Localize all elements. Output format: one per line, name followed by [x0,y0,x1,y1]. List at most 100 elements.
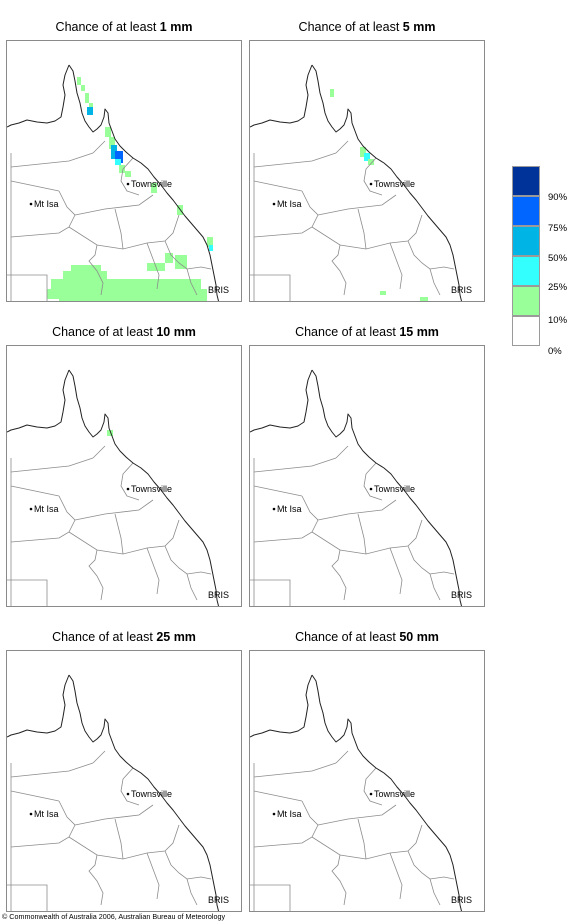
queensland-map: Townsville Mt Isa BRIS [249,650,485,912]
rain-probability-cell [175,255,187,269]
district-border [253,180,303,192]
rain-probability-cell [115,159,121,165]
coastline [311,674,463,911]
brisbane-label: BRIS [451,590,472,600]
townsville-label: Townsville [374,484,415,494]
mt-isa-marker [29,202,33,206]
district-border [253,762,337,778]
district-border [164,850,212,880]
queensland-map: Townsville Mt Isa BRIS [6,345,242,607]
district-border [186,573,198,601]
panel-title: Chance of at least 25 mm [52,630,196,644]
rain-probability-cell [47,289,207,299]
rain-probability-cell [151,183,157,193]
legend-swatch [512,256,540,286]
district-border [311,519,423,555]
district-border [357,208,367,250]
district-border [311,824,423,860]
townsville-label: Townsville [131,484,172,494]
district-border [331,244,347,296]
rain-probability-cell [87,107,93,115]
townsville-marker [369,182,373,186]
district-border [120,157,140,196]
map-svg: Townsville Mt Isa BRIS [250,674,472,911]
rain-probability-cell [77,77,81,85]
rain-probability-cell [209,245,213,251]
district-border [74,804,154,826]
district-border [68,519,180,555]
district-border [146,547,160,595]
district-border [164,240,212,270]
mt-isa-marker [272,507,276,511]
map-svg: Townsville Mt Isa BRIS [7,674,229,911]
district-border [92,445,106,459]
rain-probability-cell [330,89,334,97]
rain-probability-cell [360,147,366,157]
mt-isa-label: Mt Isa [277,199,302,209]
coastline [7,674,70,738]
rain-probability-cell [107,430,113,436]
district-border [250,579,291,606]
district-border [74,499,154,521]
district-border [68,824,180,860]
district-border [186,878,198,906]
mt-isa-marker [29,507,33,511]
rain-probability-cell [207,237,213,247]
rain-probability-cell [105,127,111,137]
rain-probability-cell [125,171,131,177]
legend-label: 0% [548,346,562,357]
district-border [253,190,319,238]
map-svg: Townsville Mt Isa BRIS [7,369,229,606]
district-border [331,854,347,906]
district-border [253,790,303,802]
district-border [253,495,319,543]
rain-probability-cell [71,265,101,271]
district-border [10,800,76,848]
panel-title: Chance of at least 5 mm [298,20,436,34]
legend-swatch [512,166,540,196]
panel-title: Chance of at least 15 mm [295,325,439,339]
brisbane-label: BRIS [451,895,472,905]
district-border [10,152,94,168]
district-border [407,545,455,575]
district-border [363,157,383,196]
district-border [363,767,383,806]
rain-probability-cell [81,85,85,91]
district-border [7,884,48,911]
district-border [7,274,48,301]
legend-label: 90% [548,192,568,203]
townsville-marker [126,182,130,186]
district-border [10,190,76,238]
district-border [389,242,403,290]
rain-probability-cell [165,253,173,263]
legend-swatch [512,316,540,346]
coastline [7,369,70,433]
mt-isa-label: Mt Isa [277,504,302,514]
coastline [250,674,313,738]
district-border [407,240,455,270]
rain-probability-cell [364,153,370,161]
district-border [335,750,349,764]
townsville-label: Townsville [131,789,172,799]
district-border [120,767,140,806]
district-border [253,485,303,497]
district-border [357,513,367,555]
rain-probability-cell [115,151,123,163]
brisbane-label: BRIS [451,285,472,295]
district-border [10,495,76,543]
district-border [10,485,60,497]
rain-probability-cell [51,279,201,289]
coastline [7,64,70,128]
rain-probability-cell [380,291,386,295]
coastline [68,64,220,301]
district-border [120,462,140,501]
rain-probability-cell [420,297,428,301]
map-svg: Townsville Mt Isa BRIS [250,369,472,606]
rain-probability-cell [368,159,374,165]
townsville-marker [126,792,130,796]
district-border [250,884,291,911]
copyright-notice: © Commonwealth of Australia 2006, Austra… [2,912,226,921]
district-border [10,180,60,192]
rain-probability-cell [111,145,117,159]
rain-probability-cell [109,137,115,149]
